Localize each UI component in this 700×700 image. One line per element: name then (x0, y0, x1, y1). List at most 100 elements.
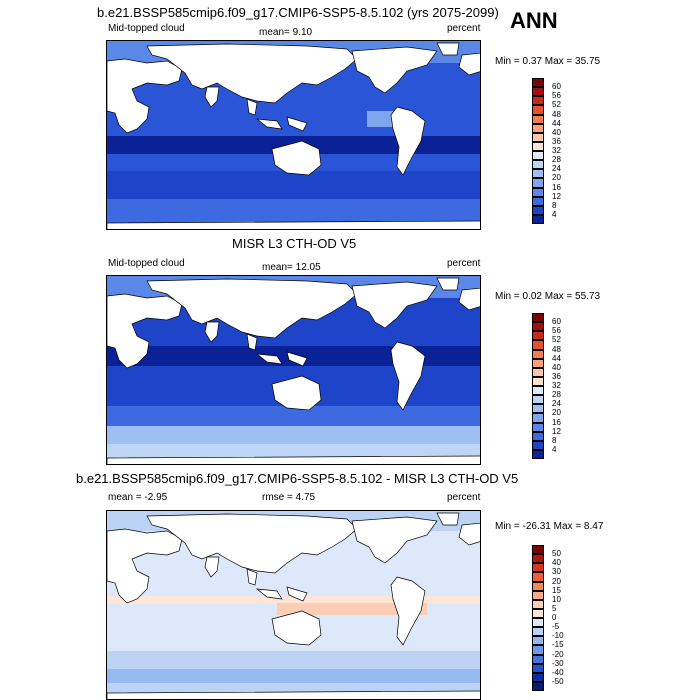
colorbar-swatch (532, 654, 544, 664)
colorbar-label: 28 (552, 155, 561, 165)
colorbar-label: 12 (552, 426, 561, 436)
colorbar-swatch (532, 645, 544, 655)
colorbar-label: 4 (552, 444, 557, 454)
colorbar-label: 36 (552, 136, 561, 146)
colorbar-label: 0 (552, 613, 557, 622)
colorbar-swatch (532, 572, 544, 582)
colorbar-label: 15 (552, 585, 561, 595)
colorbar-swatch (532, 554, 544, 564)
colorbar-swatch (532, 367, 544, 377)
panel-2-colorbar: 60 56 52 48 44 40 36 32 28 24 20 16 12 8 4 (532, 313, 561, 459)
colorbar-swatch (532, 404, 544, 414)
panel-3-minmax: Min = -26.31 Max = 8.47 (495, 521, 604, 532)
panel-3-colorbar: 50 40 30 20 15 10 5 0 -5 -10 -15 -20 -30 -40 -50 (532, 545, 564, 691)
colorbar-label: 60 (552, 317, 561, 327)
colorbar-swatch (532, 331, 544, 341)
colorbar-swatch (532, 87, 544, 97)
colorbar-swatch (532, 187, 544, 197)
panel-1-title: b.e21.BSSP585cmip6.f09_g17.CMIP6-SSP5-8.… (97, 5, 499, 20)
colorbar-swatch (532, 636, 544, 646)
colorbar-swatch (532, 349, 544, 359)
colorbar-swatch (532, 169, 544, 179)
colorbar-swatch (532, 681, 544, 691)
colorbar-label: 40 (552, 127, 561, 137)
colorbar-label: 48 (552, 109, 561, 119)
colorbar-swatch (532, 663, 544, 673)
colorbar-label: 20 (552, 576, 561, 586)
colorbar-swatch (532, 590, 544, 600)
panel-1-units: percent (447, 23, 481, 34)
colorbar-label: 56 (552, 91, 561, 101)
colorbar-swatch (532, 123, 544, 133)
colorbar-label: -30 (552, 658, 564, 668)
panel-1-mean: mean= 9.10 (259, 27, 313, 38)
colorbar-swatch (532, 313, 544, 323)
panel-2-units: percent (447, 258, 481, 269)
colorbar-label: 48 (552, 344, 561, 354)
colorbar-swatch (532, 618, 544, 628)
colorbar-swatch (532, 563, 544, 573)
panel-3-map (106, 510, 481, 700)
colorbar-swatch (532, 160, 544, 170)
panel-3-units: percent (447, 492, 481, 503)
panel-3-title: b.e21.BSSP585cmip6.f09_g17.CMIP6-SSP5-8.… (76, 471, 519, 486)
panel-3-rmse: rmse = 4.75 (262, 492, 316, 503)
colorbar-swatch (532, 422, 544, 432)
panel-1-left-label: Mid-topped cloud (108, 23, 185, 34)
colorbar-label: 20 (552, 173, 561, 183)
colorbar-swatch (532, 340, 544, 350)
colorbar-swatch (532, 431, 544, 441)
colorbar-swatch (532, 132, 544, 142)
colorbar-swatch (532, 96, 544, 106)
colorbar-swatch (532, 581, 544, 591)
colorbar-swatch (532, 358, 544, 368)
colorbar-label: 12 (552, 191, 561, 201)
colorbar-label: 40 (552, 558, 561, 568)
colorbar-label: 16 (552, 417, 561, 427)
colorbar-label: -50 (552, 676, 564, 686)
colorbar-swatch (532, 440, 544, 450)
panel-1-colorbar: 60 56 52 48 44 40 36 32 28 24 20 16 12 8 4 (532, 78, 561, 224)
colorbar-swatch (532, 141, 544, 151)
colorbar-label: 60 (552, 82, 561, 92)
panel-1-minmax: Min = 0.37 Max = 35.75 (495, 56, 601, 67)
colorbar-label: 40 (552, 362, 561, 372)
colorbar-swatch (532, 105, 544, 115)
colorbar-swatch (532, 151, 544, 161)
colorbar-swatch (532, 78, 544, 88)
panel-2-left-label: Mid-topped cloud (108, 258, 185, 269)
colorbar-label: 10 (552, 594, 561, 604)
colorbar-label: 8 (552, 435, 557, 445)
colorbar-swatch (532, 413, 544, 423)
colorbar-swatch (532, 386, 544, 396)
colorbar-label: 32 (552, 146, 561, 155)
season-label: ANN (510, 8, 558, 33)
colorbar-label: 52 (552, 335, 561, 345)
panel-2-mean: mean= 12.05 (262, 262, 321, 273)
colorbar-label: -10 (552, 631, 564, 641)
panel-2-map (106, 275, 481, 465)
colorbar-swatch (532, 395, 544, 405)
colorbar-swatch (532, 449, 544, 459)
colorbar-label: 20 (552, 408, 561, 418)
colorbar-swatch (532, 114, 544, 124)
colorbar-label: 32 (552, 381, 561, 390)
colorbar-label: 36 (552, 371, 561, 381)
colorbar-label: -5 (552, 622, 560, 632)
colorbar-swatch (532, 322, 544, 332)
panel-2-minmax: Min = 0.02 Max = 55.73 (495, 291, 601, 302)
colorbar-swatch (532, 627, 544, 637)
colorbar-swatch (532, 599, 544, 609)
colorbar-swatch (532, 376, 544, 386)
panel-3-mean: mean = -2.95 (108, 492, 168, 503)
colorbar-swatch (532, 545, 544, 555)
colorbar-swatch (532, 672, 544, 682)
colorbar-label: 4 (552, 209, 557, 219)
colorbar-swatch (532, 178, 544, 188)
colorbar-label: -15 (552, 640, 564, 650)
colorbar-label: 30 (552, 567, 561, 577)
colorbar-label: 28 (552, 390, 561, 400)
colorbar-label: -20 (552, 649, 564, 659)
colorbar-label: 8 (552, 200, 557, 210)
colorbar-label: 52 (552, 100, 561, 110)
